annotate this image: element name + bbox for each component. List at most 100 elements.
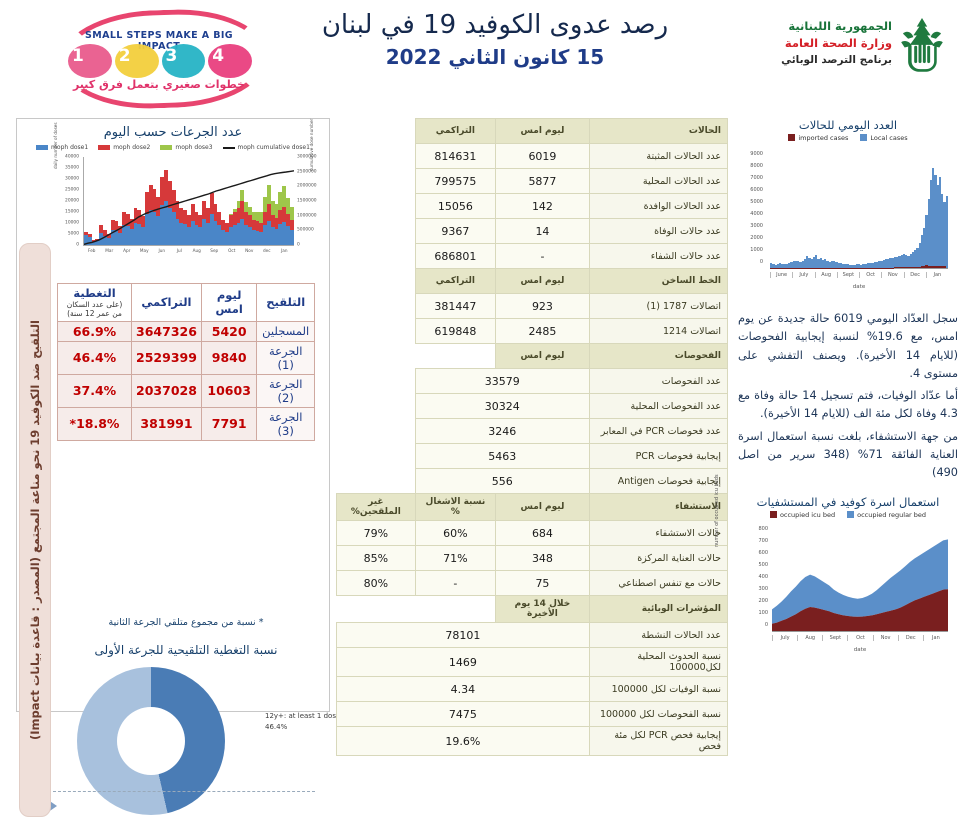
table-cell: عدد الحالات المحلية: [589, 169, 727, 194]
table-cell: 71%: [415, 546, 495, 571]
step-3-icon: 3: [162, 44, 206, 78]
table-cell: 2037028: [132, 374, 202, 407]
table-cell: 15056: [415, 194, 495, 219]
axis-tick: Sept: [822, 635, 847, 641]
table-cell: 9367: [415, 219, 495, 244]
axis-tick: 30000: [65, 177, 79, 182]
table-cell: نسبة الحدوث المحلية لكل100000: [589, 648, 727, 677]
axis-tick: July: [772, 635, 797, 641]
axis-tick: 15000: [65, 210, 79, 215]
axis-tick: 8000: [750, 163, 763, 169]
title-date-text: 15 كانون الثاني 2022: [270, 45, 720, 69]
axis-tick: Jul: [171, 248, 189, 253]
step-4-icon: 4: [208, 44, 252, 78]
program-label: برنامج الترصد الوبائي: [781, 53, 892, 69]
step-2-icon: 2: [115, 44, 159, 78]
column-header: الفحوصات: [589, 344, 727, 369]
table-cell: 7791: [201, 407, 256, 440]
vaccination-tab-label: التلقيح ضد الكوفيد 19 نحو مناعة المجتمع …: [28, 320, 42, 740]
vax-header-type: التلقيح: [257, 284, 315, 322]
right-column: العدد اليومي للحالات imported cases Loca…: [736, 118, 960, 718]
column-header: ليوم امس: [496, 494, 590, 521]
axis-tick: 700: [758, 538, 768, 544]
axis-tick: 5000: [68, 232, 79, 237]
legend-item-dose2: moph dose2: [98, 144, 150, 151]
table-cell: 7475: [337, 702, 590, 727]
legend-item-regular-bed: occupied regular bed: [847, 511, 926, 519]
page-title: رصد عدوى الكوفيد 19 في لبنان 15 كانون ال…: [270, 8, 720, 69]
table-cell: نسبة الوفيات لكل 100000: [589, 677, 727, 702]
column-header: ليوم امس: [496, 119, 590, 144]
axis-tick: Nov: [881, 272, 903, 278]
axis-tick: 20000: [65, 199, 79, 204]
axis-tick: 2000000: [297, 184, 317, 189]
doses-chart-legend: moph dose1 moph dose2 moph dose3 moph cu…: [17, 144, 329, 151]
table-cell: 814631: [415, 144, 495, 169]
axis-tick: Nov: [241, 248, 259, 253]
axis-tick: 6000: [750, 187, 763, 193]
beds-xlabel: date: [772, 647, 948, 653]
table-cell: -: [415, 571, 495, 596]
ministry-of-health-logo: الجمهورية اللبنانية وزارة الصحة العامة ب…: [730, 8, 950, 90]
axis-tick: 1000000: [297, 213, 317, 218]
beds-plot: [772, 535, 948, 632]
step-1-icon: 1: [68, 44, 112, 78]
legend-item-dose3: moph dose3: [160, 144, 212, 151]
table-cell: 5463: [415, 444, 589, 469]
axis-tick: Jan: [276, 248, 294, 253]
table-cell: 79%: [337, 521, 416, 546]
axis-tick: 1000: [750, 247, 763, 253]
small-steps-campaign-logo: SMALL STEPS MAKE A BIG IMPACT 1 2 3 4 خط…: [52, 4, 268, 104]
vaccination-panel: عدد الجرعات حسب اليوم moph dose1 moph do…: [16, 118, 330, 712]
table-cell: الجرعة (3): [257, 407, 315, 440]
axis-tick: Aug: [797, 635, 822, 641]
table-cell: 556: [415, 469, 589, 494]
table-cell: 348: [496, 546, 590, 571]
first-dose-coverage-donut: 12y+: at least 1 dose 46.4%: [77, 667, 237, 827]
daily-cases-legend: imported cases Local cases: [736, 134, 960, 142]
doses-cumulative-line: [84, 157, 294, 245]
axis-tick: Aug: [815, 272, 837, 278]
beds-chart-title: استعمال اسرة كوفيد في المستشفيات: [736, 495, 960, 509]
divider-dashed: [53, 791, 315, 792]
table-cell: المسجلين: [257, 321, 315, 341]
axis-tick: 100: [758, 610, 768, 616]
axis-tick: 0: [76, 243, 79, 248]
vaccination-table: التلقيح ليوم امس التراكمي التغطية (على ع…: [57, 283, 315, 441]
page-header: SMALL STEPS MAKE A BIG IMPACT 1 2 3 4 خط…: [0, 0, 960, 110]
table-cell: عدد الحالات المثبتة: [589, 144, 727, 169]
table-cell: 19.6%: [337, 727, 590, 756]
table-cell: 5877: [496, 169, 590, 194]
table-cell: 6019: [496, 144, 590, 169]
column-header: التراكمي: [415, 119, 495, 144]
axis-tick: 0: [760, 259, 763, 265]
legend-label-imported: imported cases: [798, 134, 848, 142]
beds-legend: occupied icu bed occupied regular bed: [736, 511, 960, 519]
table-cell: 2485: [496, 319, 590, 344]
cedar-tree-hand-icon: [896, 16, 948, 72]
axis-tick: Aug: [188, 248, 206, 253]
axis-tick: Oct: [847, 635, 872, 641]
legend-label-local: Local cases: [870, 134, 907, 142]
vax-header-coverage-label: التغطية: [73, 286, 115, 300]
table-cell: 30324: [415, 394, 589, 419]
table-cell: الجرعة (2): [257, 374, 315, 407]
